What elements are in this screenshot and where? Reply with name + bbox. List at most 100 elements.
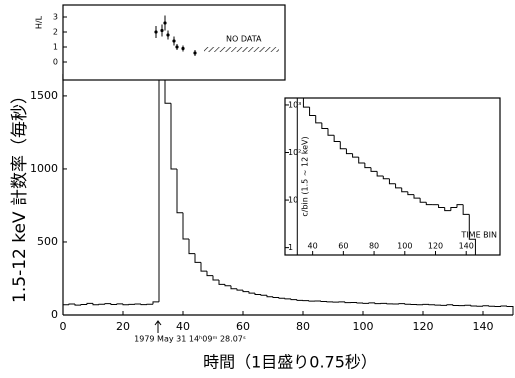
histogram-bin bbox=[170, 103, 177, 170]
histogram-bin bbox=[315, 115, 322, 124]
annotation: 1979 May 31 14ʰ09ᵐ 28.07ˢ bbox=[134, 335, 246, 344]
histogram-bin bbox=[194, 253, 201, 263]
histogram-bin bbox=[333, 135, 341, 143]
histogram-bin bbox=[320, 300, 327, 303]
histogram-bin bbox=[206, 271, 213, 277]
histogram-bin bbox=[339, 141, 347, 150]
data-point bbox=[163, 21, 167, 25]
histogram-bin bbox=[376, 171, 384, 177]
histogram-bin bbox=[296, 299, 303, 301]
histogram-bin bbox=[272, 296, 279, 298]
y-tick-label: 0 bbox=[53, 58, 58, 67]
x-tick-label: 140 bbox=[473, 320, 494, 333]
histogram-bin bbox=[290, 298, 297, 301]
histogram-bin bbox=[278, 297, 285, 299]
y-tick-label: 1 bbox=[288, 243, 293, 252]
data-point bbox=[172, 39, 176, 43]
annotation: NO DATA bbox=[226, 35, 262, 44]
x-tick-label: 40 bbox=[176, 320, 190, 333]
x-tick-label: 60 bbox=[236, 320, 250, 333]
data-point bbox=[193, 51, 197, 55]
x-tick-label: 40 bbox=[308, 242, 318, 251]
histogram-bin bbox=[419, 198, 427, 203]
y-tick-label: 1500 bbox=[30, 89, 58, 102]
data-point bbox=[166, 33, 170, 37]
histogram-bin bbox=[122, 303, 129, 306]
histogram-bin bbox=[407, 191, 414, 196]
histogram-bin bbox=[438, 204, 445, 208]
histogram-bin bbox=[140, 304, 147, 306]
histogram-bin bbox=[352, 153, 359, 158]
y-tick-label: 10² bbox=[288, 148, 301, 157]
histogram-bin bbox=[248, 291, 255, 294]
histogram-bin bbox=[395, 183, 402, 189]
histogram-bin bbox=[242, 290, 249, 293]
histogram-bin bbox=[345, 148, 353, 155]
histogram-bin bbox=[425, 202, 433, 206]
histogram-bin bbox=[450, 206, 457, 211]
x-tick-label: 80 bbox=[296, 320, 310, 333]
histogram-bin bbox=[344, 301, 351, 304]
histogram-bin bbox=[468, 214, 476, 255]
histogram-bin bbox=[218, 279, 225, 285]
histogram-bin bbox=[506, 305, 514, 315]
histogram-bin bbox=[321, 122, 328, 129]
histogram-bin bbox=[356, 302, 363, 304]
y-axis-label: H/L bbox=[35, 15, 44, 29]
x-axis-label: 時間（1目盛り0.75秒） bbox=[203, 353, 377, 372]
y-tick-label: 10 bbox=[288, 196, 298, 205]
x-axis-label: TIME BIN bbox=[460, 231, 497, 240]
histogram-bin bbox=[110, 303, 117, 305]
histogram-bin bbox=[470, 305, 477, 307]
x-tick-label: 100 bbox=[397, 242, 412, 251]
histogram-bin bbox=[452, 304, 459, 307]
histogram-bin bbox=[327, 128, 335, 136]
x-tick-label: 120 bbox=[413, 320, 434, 333]
histogram-bin bbox=[224, 284, 231, 287]
y-tick-label: 10³ bbox=[288, 100, 301, 109]
histogram-bin bbox=[212, 275, 219, 281]
histogram-bin bbox=[86, 302, 93, 305]
y-tick-label: 3 bbox=[53, 13, 58, 22]
x-tick-label: 100 bbox=[353, 320, 374, 333]
histogram-bin bbox=[188, 239, 195, 255]
no-data-region bbox=[204, 47, 279, 52]
histogram-bin bbox=[309, 107, 316, 117]
histogram-bin bbox=[386, 303, 393, 305]
data-point bbox=[175, 45, 179, 49]
x-tick-label: 120 bbox=[428, 242, 443, 251]
histogram-bin bbox=[230, 285, 237, 290]
histogram-bin bbox=[284, 298, 291, 300]
histogram-bin bbox=[462, 204, 470, 215]
x-tick-label: 20 bbox=[116, 320, 130, 333]
histogram-bin bbox=[104, 303, 111, 305]
histogram-bin bbox=[182, 212, 189, 240]
histogram-bin bbox=[456, 204, 464, 208]
y-tick-label: 0 bbox=[51, 308, 58, 321]
histogram-bin bbox=[164, 75, 171, 104]
histogram-bin bbox=[296, 97, 304, 255]
histogram-bin bbox=[200, 262, 207, 272]
data-point bbox=[181, 46, 185, 51]
histogram-bin bbox=[444, 207, 451, 212]
histogram-bin bbox=[74, 304, 81, 306]
y-tick-label: 500 bbox=[37, 235, 58, 248]
y-tick-label: 1000 bbox=[30, 162, 58, 175]
histogram-bin bbox=[254, 293, 261, 296]
x-tick-label: 80 bbox=[369, 242, 379, 251]
histogram-bin bbox=[62, 304, 69, 315]
y-tick-label: 2 bbox=[53, 28, 58, 37]
data-point bbox=[154, 30, 158, 34]
histogram-bin bbox=[374, 302, 381, 305]
histogram-bin bbox=[92, 303, 99, 306]
histogram-bin bbox=[116, 303, 123, 305]
y-axis-label: 1.5-12 keV 計数率（毎秒） bbox=[10, 87, 30, 303]
histogram-bin bbox=[500, 305, 507, 307]
histogram-bin bbox=[152, 301, 159, 305]
histogram-bin bbox=[302, 98, 310, 108]
data-point bbox=[160, 28, 164, 33]
histogram-bin bbox=[370, 167, 378, 172]
histogram-bin bbox=[236, 288, 243, 291]
histogram-bin bbox=[413, 194, 421, 199]
